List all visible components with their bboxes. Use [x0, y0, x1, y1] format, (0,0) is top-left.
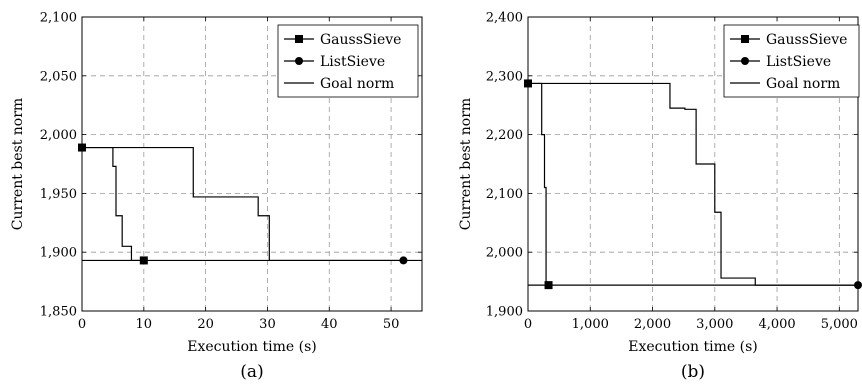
- y-tick-label: 1,900: [486, 305, 523, 320]
- y-axis-label: Current best norm: [10, 98, 26, 230]
- x-tick-label: 2,000: [634, 317, 671, 332]
- x-tick-label: 5,000: [821, 317, 858, 332]
- y-tick-label: 2,050: [40, 69, 77, 84]
- series-line-listsieve: [82, 146, 404, 262]
- x-tick-label: 1,000: [572, 317, 609, 332]
- x-tick-label: 4,000: [758, 317, 795, 332]
- data-point-gausssieve: [544, 281, 553, 290]
- legend-entry-listsieve: ListSieve: [766, 54, 831, 70]
- y-tick-label: 2,000: [486, 246, 523, 261]
- y-tick-label: 1,900: [40, 246, 77, 261]
- legend-entry-goal-norm: Goal norm: [320, 76, 394, 92]
- series-line-gausssieve: [82, 146, 144, 262]
- x-tick-label: 3,000: [696, 317, 733, 332]
- plot-frame: [527, 16, 859, 312]
- legend-entry-goal-norm: Goal norm: [766, 76, 840, 92]
- x-axis-label: Execution time (s): [187, 339, 316, 355]
- legend-marker-square: [295, 35, 303, 43]
- series-line-listsieve: [528, 82, 858, 286]
- chart-panel-1: 0 1,000 2,000 3,000 4,000 5,000 1,900 2,000 2,10…: [458, 11, 862, 382]
- data-point-listsieve: [399, 256, 408, 265]
- legend: GaussSieve ListSieve Goal norm: [277, 24, 419, 98]
- legend-entry-gausssieve: GaussSieve: [766, 32, 847, 48]
- y-tick-label: 2,100: [40, 11, 77, 26]
- y-tick-label: 2,400: [486, 11, 523, 26]
- legend-marker-square: [741, 35, 749, 43]
- x-tick-label: 0: [524, 317, 532, 332]
- panel-caption: (b): [681, 362, 705, 382]
- x-tick-label: 30: [259, 317, 276, 332]
- y-tick-label: 2,200: [486, 128, 523, 143]
- y-tick-label: 2,100: [486, 187, 523, 202]
- legend-entry-listsieve: ListSieve: [320, 54, 385, 70]
- legend-marker-circle: [741, 57, 749, 65]
- panel-caption: (a): [240, 362, 263, 382]
- x-tick-label: 10: [136, 317, 153, 332]
- plot-frame: [81, 16, 423, 312]
- y-tick-label: 1,950: [40, 187, 77, 202]
- x-tick-label: 20: [197, 317, 214, 332]
- data-point-gausssieve: [524, 79, 532, 88]
- x-tick-label: 0: [78, 317, 86, 332]
- legend: GaussSieve ListSieve Goal norm: [723, 24, 860, 98]
- y-tick-label: 2,000: [40, 128, 77, 143]
- data-point-listsieve: [854, 281, 862, 290]
- legend-marker-circle: [295, 57, 303, 65]
- series-line-gausssieve: [528, 82, 549, 286]
- x-axis-label: Execution time (s): [628, 339, 757, 355]
- data-point-gausssieve: [78, 143, 86, 152]
- y-tick-label: 1,850: [40, 305, 77, 320]
- legend-entry-gausssieve: GaussSieve: [320, 32, 401, 48]
- chart-panel-0: 0 10 20 30 40 50 1,850 1,900 1,950 2,000 2,050 2,10…: [10, 11, 423, 382]
- y-axis-label: Current best norm: [458, 98, 474, 230]
- x-tick-label: 40: [321, 317, 338, 332]
- data-point-gausssieve: [139, 256, 148, 265]
- x-tick-label: 50: [383, 317, 400, 332]
- y-tick-label: 2,300: [486, 69, 523, 84]
